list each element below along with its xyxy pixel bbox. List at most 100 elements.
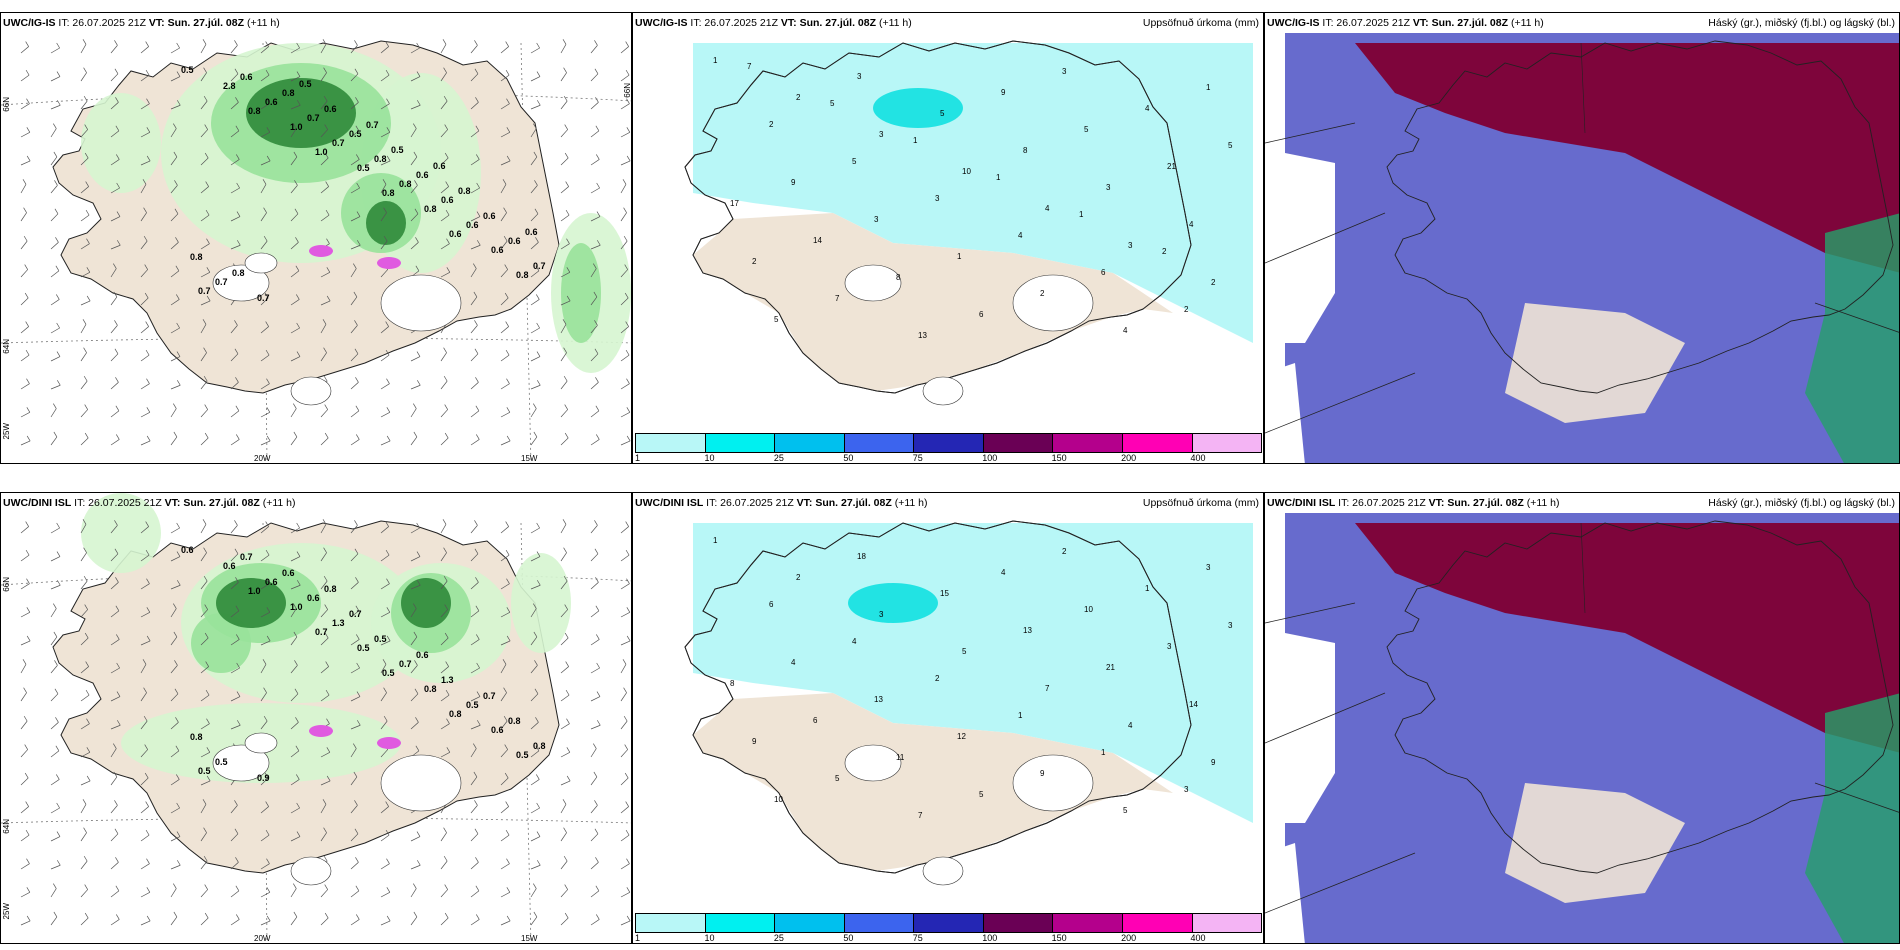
precip-map-row1: 0.5 0.8 1.0 0.8 0.6 0.8 2.8 1.0 0.5 0.8 0.6 0.7 0.6 0… bbox=[1, 39, 631, 463]
precip-value-label: 1.0 bbox=[248, 586, 261, 596]
precip-value-label: 0.5 bbox=[391, 145, 404, 155]
accum-value-label: 4 bbox=[1128, 721, 1133, 730]
legend-tick-label: 100 bbox=[982, 933, 998, 943]
panel-header: UWC/IG-IS IT: 26.07.2025 21Z VT: Sun. 27… bbox=[1267, 17, 1544, 29]
legend-swatch bbox=[636, 914, 706, 932]
accum-value-label: 1 bbox=[1206, 83, 1211, 92]
precip-value-label: 0.6 bbox=[324, 104, 337, 114]
accum-value-label: 4 bbox=[791, 658, 796, 667]
color-legend bbox=[635, 913, 1262, 933]
precip-area-mid bbox=[191, 613, 251, 673]
cloud-map-row1 bbox=[1265, 13, 1899, 463]
accum-area bbox=[693, 523, 1253, 823]
glacier bbox=[380, 274, 462, 332]
accum-value-label: 1 bbox=[957, 252, 962, 261]
precip-value-label: 0.5 bbox=[382, 668, 395, 678]
iceland-outline bbox=[1386, 520, 1894, 874]
accum-value-label: 14 bbox=[813, 236, 822, 245]
legend-tick-label: 10 bbox=[704, 453, 715, 463]
legend-swatch bbox=[636, 434, 706, 452]
land-dry bbox=[693, 693, 1173, 871]
accum-value-label: 5 bbox=[940, 109, 945, 118]
accum-value-label: 18 bbox=[857, 552, 866, 561]
legend-tick-label: 150 bbox=[1051, 453, 1067, 463]
accum-value-label: 21 bbox=[1167, 162, 1176, 171]
lon-label: 25W bbox=[2, 903, 11, 920]
accum-value-label: 4 bbox=[852, 637, 857, 646]
precip-value-label: 0.7 bbox=[240, 552, 253, 562]
legend-swatch bbox=[1053, 914, 1123, 932]
precip-value-label: 0.8 bbox=[382, 188, 395, 198]
precip-value-label: 0.5 bbox=[357, 643, 370, 653]
accum-value-label: 10 bbox=[1084, 605, 1093, 614]
lead-label: (+11 h) bbox=[878, 17, 912, 29]
precip-value-label: 0.5 bbox=[299, 79, 312, 89]
glacier bbox=[844, 744, 902, 782]
it-label: IT: 26.07.2025 21Z bbox=[1338, 497, 1426, 509]
precip-value-label: 0.7 bbox=[366, 120, 379, 130]
precip-value-label: 0.6 bbox=[433, 161, 446, 171]
glacier bbox=[244, 732, 278, 754]
legend-tick-label: 200 bbox=[1121, 453, 1137, 463]
legend-swatch bbox=[1122, 914, 1193, 932]
accum-panel-row1: 1 2 3 10 4 3 2 5 3 5 8 3 4 2 7 13 9 5 21 17 14 8 6 3 4 5 9 3 1 2 4 1 2 5 3… bbox=[632, 12, 1264, 464]
precip-value-label: 1.3 bbox=[332, 618, 345, 628]
it-label: IT: 26.07.2025 21Z bbox=[74, 497, 162, 509]
precip-area-dark bbox=[366, 201, 406, 245]
precip-area-dark bbox=[246, 78, 356, 148]
lat-label: 66N bbox=[623, 83, 632, 98]
accum-value-label: 5 bbox=[1084, 125, 1089, 134]
accum-value-label: 15 bbox=[940, 589, 949, 598]
cloud-low-layer bbox=[1805, 693, 1899, 943]
accum-value-label: 5 bbox=[1123, 806, 1128, 815]
glacier bbox=[1012, 754, 1094, 812]
accum-value-label: 2 bbox=[1162, 247, 1167, 256]
legend-swatch bbox=[775, 914, 845, 932]
precip-value-label: 0.8 bbox=[533, 741, 546, 751]
lon-label: 20W bbox=[254, 934, 271, 943]
legend-tick-label: 1 bbox=[635, 933, 641, 943]
legend-tick-label: 50 bbox=[843, 453, 854, 463]
accum-value-label: 4 bbox=[1001, 568, 1006, 577]
precip-value-label: 0.8 bbox=[424, 684, 437, 694]
precip-value-label: 0.8 bbox=[449, 709, 462, 719]
accum-value-label: 5 bbox=[835, 774, 840, 783]
model-label: UWC/IG-IS bbox=[1267, 17, 1320, 29]
accum-value-label: 9 bbox=[752, 737, 757, 746]
legend-tick-label: 1 bbox=[635, 453, 641, 463]
accum-value-label: 5 bbox=[1228, 141, 1233, 150]
cloud-panel-row1: UWC/IG-IS IT: 26.07.2025 21Z VT: Sun. 27… bbox=[1264, 12, 1900, 464]
accum-value-label: 5 bbox=[962, 647, 967, 656]
lead-label: (+11 h) bbox=[246, 17, 280, 29]
precip-value-label: 0.5 bbox=[181, 65, 194, 75]
precip-value-label: 1.3 bbox=[441, 675, 454, 685]
accum-value-label: 2 bbox=[769, 120, 774, 129]
precip-area-dark bbox=[216, 578, 286, 628]
accum-value-label: 21 bbox=[1106, 663, 1115, 672]
vt-label: VT: Sun. 27.júl. 08Z bbox=[796, 497, 892, 509]
precip-value-label: 0.8 bbox=[324, 584, 337, 594]
accum-value-label: 10 bbox=[774, 795, 783, 804]
legend-tick-label: 75 bbox=[912, 933, 923, 943]
accum-value-label: 3 bbox=[1062, 67, 1067, 76]
legend-tick-label: 400 bbox=[1190, 933, 1206, 943]
precip-area-magenta bbox=[309, 245, 333, 257]
precip-value-label: 0.5 bbox=[516, 750, 529, 760]
precip-value-label: 0.6 bbox=[265, 577, 278, 587]
precip-value-label: 0.6 bbox=[449, 229, 462, 239]
accum-labels: 1231043253583427139521171486345931241253… bbox=[713, 56, 1233, 340]
legend-swatch bbox=[844, 914, 915, 932]
precip-map-row2: 0.6 1.0 0.7 0.5 0.8 0.5 0.6 1.0 0.5 0.8 0.6 0.5 0.6 1… bbox=[1, 493, 631, 943]
precip-area-magenta bbox=[377, 257, 401, 269]
accum-value-label: 4 bbox=[1045, 204, 1050, 213]
vt-label: VT: Sun. 27.júl. 08Z bbox=[164, 497, 260, 509]
accum-value-label: 14 bbox=[1189, 700, 1198, 709]
accum-area bbox=[693, 43, 1253, 343]
accum-value-label: 1 bbox=[996, 173, 1001, 182]
accum-value-label: 2 bbox=[796, 93, 801, 102]
glacier bbox=[290, 856, 332, 886]
cloud-map-row2 bbox=[1265, 493, 1899, 943]
precip-area-magenta bbox=[309, 725, 333, 737]
legend-swatch bbox=[914, 434, 984, 452]
accum-value-label: 6 bbox=[979, 310, 984, 319]
